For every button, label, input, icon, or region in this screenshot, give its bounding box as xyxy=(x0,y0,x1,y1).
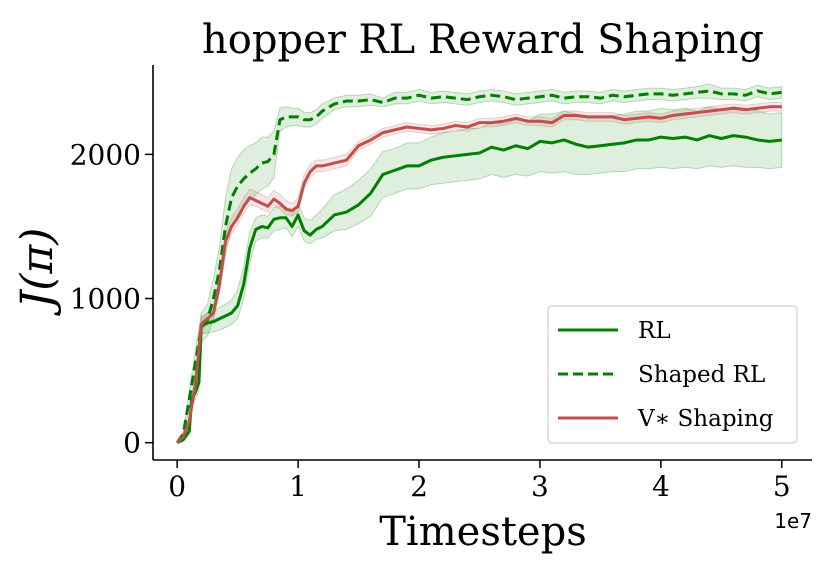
series-3-line xyxy=(176,105,782,444)
x-tick-label: 0 xyxy=(168,470,186,503)
x-tick-label: 1 xyxy=(289,470,307,503)
legend-box xyxy=(547,305,798,444)
x-tick-label: 3 xyxy=(531,470,549,503)
x-tick-label: 2 xyxy=(410,470,428,503)
chart-title: hopper RL Reward Shaping xyxy=(202,17,764,63)
x-axis-offset-label: 1e7 xyxy=(774,509,812,533)
y-tick-label: 0 xyxy=(123,427,141,460)
x-tick-label: 5 xyxy=(773,470,791,503)
x-axis-label: Timesteps xyxy=(379,509,586,555)
y-ticks: 0 1000 2000 xyxy=(70,138,153,460)
series-1-line xyxy=(176,134,782,445)
series-lines xyxy=(175,89,782,445)
series-2-line xyxy=(175,89,782,444)
y-tick-label: 2000 xyxy=(70,138,141,171)
legend-label-2: Shaped RL xyxy=(638,362,765,388)
series-2-band xyxy=(176,83,783,444)
x-ticks: 0 1 2 3 4 5 xyxy=(168,460,791,503)
y-axis-label: J(π) xyxy=(12,228,63,317)
legend-label-3: V∗ Shaping xyxy=(637,406,774,432)
legend: RL Shaped RL V∗ Shaping xyxy=(547,305,798,444)
y-tick-label: 1000 xyxy=(70,283,141,316)
x-tick-label: 4 xyxy=(652,470,670,503)
legend-label-1: RL xyxy=(638,318,671,344)
